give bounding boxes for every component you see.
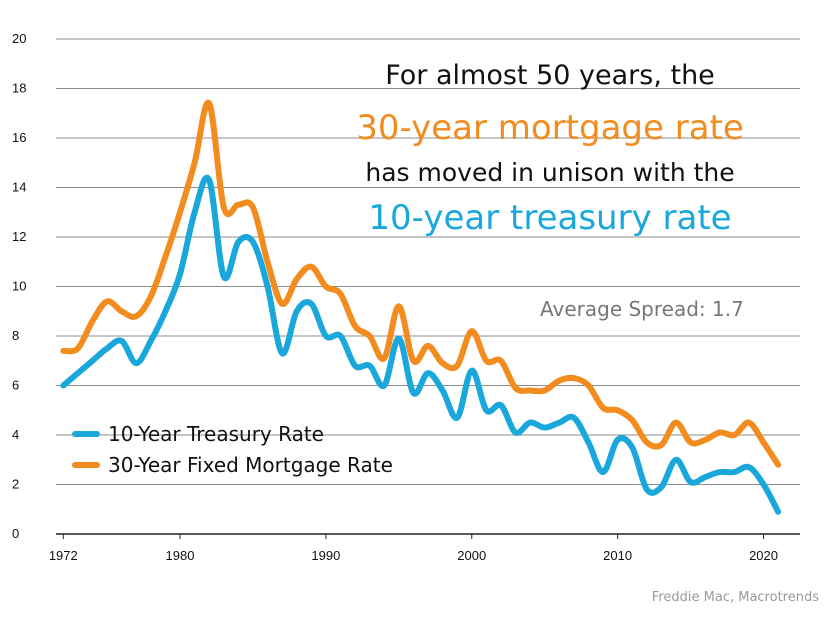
series-lines [60,99,782,515]
legend-swatch-treasury [72,430,100,437]
source-credit: Freddie Mac, Macrotrends [651,590,819,605]
x-tick-label: 2000 [457,548,486,563]
series-line-treasury [60,174,782,515]
x-axis-ticks: 1972 1980 1990 2000 2010 2020 [49,534,778,563]
x-tick-label: 1990 [311,548,340,563]
y-axis-ticks: 0 2 4 6 8 10 12 14 16 18 20 [12,31,26,541]
y-tick-label: 2 [12,477,19,492]
legend: 10-Year Treasury Rate 30-Year Fixed Mort… [72,418,393,480]
legend-label-mortgage: 30-Year Fixed Mortgage Rate [108,452,393,477]
y-tick-label: 16 [12,130,26,145]
y-tick-label: 10 [12,279,26,294]
x-tick-label: 1980 [166,548,195,563]
headline-line-2: 30-year mortgage rate [356,108,744,148]
legend-item-mortgage: 30-Year Fixed Mortgage Rate [72,449,393,480]
x-tick-label: 1972 [49,548,78,563]
series-line-mortgage [60,99,782,468]
y-tick-label: 0 [12,526,19,541]
y-tick-label: 4 [12,427,19,442]
legend-label-treasury: 10-Year Treasury Rate [108,421,324,446]
headline-line-1: For almost 50 years, the [385,60,715,91]
y-tick-label: 6 [12,378,19,393]
headline-line-3: has moved in unison with the [365,158,735,187]
x-tick-label: 2010 [603,548,632,563]
y-tick-label: 12 [12,229,26,244]
grid-lines [56,38,800,485]
legend-swatch-mortgage [72,461,100,468]
legend-item-treasury: 10-Year Treasury Rate [72,418,393,449]
y-tick-label: 14 [12,180,26,195]
x-tick-label: 2020 [749,548,778,563]
y-tick-label: 20 [12,31,26,46]
average-spread-note: Average Spread: 1.7 [540,297,744,321]
headline-line-4: 10-year treasury rate [368,198,732,238]
y-tick-label: 8 [12,328,19,343]
y-tick-label: 18 [12,81,26,96]
